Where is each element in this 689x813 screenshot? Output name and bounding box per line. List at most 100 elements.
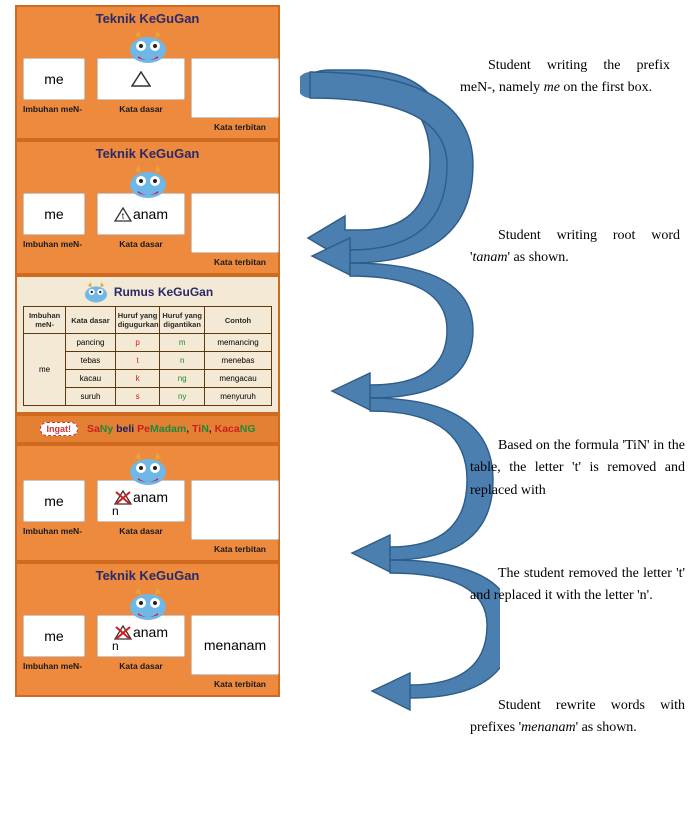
label-prefix: Imbuhan meN-	[23, 526, 82, 536]
d2c: ' as shown.	[508, 250, 569, 265]
label-root: Kata dasar	[119, 104, 162, 114]
prefix-col: me Imbuhan meN-	[23, 193, 85, 249]
monster-icon	[125, 450, 171, 486]
mn-ti: Ti	[192, 423, 201, 435]
cell-kd: suruh	[66, 388, 116, 406]
deriv-box	[191, 58, 279, 118]
triangle-icon: t	[114, 207, 132, 222]
mn-beli: beli	[113, 423, 137, 435]
root-inner: anam	[114, 489, 168, 505]
table-row: me pancing p m memancing	[24, 334, 272, 352]
cell-ct: mengacau	[205, 370, 272, 388]
desc-3: Based on the formula 'TiN' in the table,…	[470, 435, 685, 502]
root-suffix: anam	[133, 206, 168, 222]
boxes-row: me Imbuhan meN- anam n Kata dasar	[23, 480, 272, 540]
desc-4-text: The student removed the letter 't' and r…	[470, 563, 685, 608]
deriv-box	[191, 193, 279, 253]
label-deriv: Kata terbitan	[214, 257, 266, 267]
deriv-box: menanam	[191, 615, 279, 675]
boxes-row: me Imbuhan meN- anam n Kata dasar mena	[23, 615, 272, 675]
root-suffix: anam	[133, 624, 168, 640]
desc-2: Student writing root word 'tanam' as sho…	[470, 225, 680, 270]
deriv-col	[191, 480, 279, 540]
card-title: Teknik KeGuGan	[23, 11, 272, 26]
monster-icon	[125, 28, 171, 64]
d5b: menanam	[521, 720, 575, 735]
mn-sa: Sa	[87, 423, 100, 435]
monster-icon	[125, 585, 171, 621]
prefix-col: me Imbuhan meN-	[23, 58, 85, 114]
th-c1: Imbuhan meN-	[24, 307, 66, 334]
cell-ct: menyuruh	[205, 388, 272, 406]
deriv-box	[191, 480, 279, 540]
monster-icon	[82, 281, 110, 303]
th-c4: Huruf yang digantikan	[160, 307, 205, 334]
tri-letter: t	[122, 211, 125, 221]
card-formula: Rumus KeGuGan Imbuhan meN- Kata dasar Hu…	[15, 275, 280, 414]
root-suffix: anam	[133, 489, 168, 505]
root-inner: anam	[114, 624, 168, 640]
prefix-text: me	[44, 71, 63, 87]
label-deriv: Kata terbitan	[214, 679, 266, 689]
cell-ct: menebas	[205, 352, 272, 370]
deriv-col	[191, 58, 279, 118]
deriv-col: menanam	[191, 615, 279, 675]
label-root: Kata dasar	[119, 661, 162, 671]
th-c3: Huruf yang digugurkan	[115, 307, 160, 334]
mn-m: Madam	[150, 423, 186, 435]
card-step4: me Imbuhan meN- anam n Kata dasar	[15, 444, 280, 562]
label-prefix: Imbuhan meN-	[23, 104, 82, 114]
label-deriv: Kata terbitan	[214, 544, 266, 554]
sub-letter: n	[112, 505, 119, 517]
triangle-crossed-icon	[114, 490, 132, 505]
root-inner: t anam	[114, 206, 168, 222]
prefix-box: me	[23, 58, 85, 100]
boxes-row: me Imbuhan meN- Kata dasar	[23, 58, 272, 118]
prefix-text: me	[44, 206, 63, 222]
mn-ny: Ny	[100, 423, 113, 435]
label-root: Kata dasar	[119, 239, 162, 249]
cell-drop: k	[115, 370, 160, 388]
card-title: Teknik KeGuGan	[23, 146, 272, 161]
cell-drop: s	[115, 388, 160, 406]
prefix-box: me	[23, 480, 85, 522]
label-root: Kata dasar	[119, 526, 162, 536]
table-header-row: Imbuhan meN- Kata dasar Huruf yang digug…	[24, 307, 272, 334]
th-c2: Kata dasar	[66, 307, 116, 334]
root-box	[97, 58, 185, 100]
desc-3-text: Based on the formula 'TiN' in the table,…	[470, 435, 685, 502]
mn-ng: NG	[240, 423, 256, 435]
cell-kd: pancing	[66, 334, 116, 352]
prefix-col: me Imbuhan meN-	[23, 480, 85, 536]
cell-kd: kacau	[66, 370, 116, 388]
prefix-box: me	[23, 615, 85, 657]
root-col: t anam Kata dasar	[97, 193, 185, 249]
prefix-text: me	[44, 628, 63, 644]
d2b: tanam	[473, 250, 508, 265]
formula-title: Rumus KeGuGan	[114, 285, 213, 299]
root-col: anam n Kata dasar	[97, 480, 185, 536]
cell-kd: tebas	[66, 352, 116, 370]
cell-prefix: me	[24, 334, 66, 406]
mn-n: N	[201, 423, 209, 435]
deriv-text: menanam	[204, 637, 266, 653]
card-step5: Teknik KeGuGan me Imbuhan meN- anam n	[15, 562, 280, 697]
mn-pe: Pe	[137, 423, 150, 435]
cell-drop: t	[115, 352, 160, 370]
deriv-col	[191, 193, 279, 253]
formula-table: Imbuhan meN- Kata dasar Huruf yang digug…	[23, 306, 272, 406]
cell-rep: ng	[160, 370, 205, 388]
root-box: t anam	[97, 193, 185, 235]
root-col: Kata dasar	[97, 58, 185, 114]
cell-drop: p	[115, 334, 160, 352]
card-step2: Teknik KeGuGan me Imbuhan meN- t anam	[15, 140, 280, 275]
d1b: me	[544, 80, 560, 95]
triangle-icon	[131, 71, 151, 87]
desc-4: The student removed the letter 't' and r…	[470, 563, 685, 608]
ingat-badge: Ingat!	[40, 422, 79, 436]
prefix-box: me	[23, 193, 85, 235]
desc-5: Student rewrite words with prefixes 'men…	[470, 695, 685, 740]
root-box: anam n	[97, 480, 185, 522]
root-col: anam n Kata dasar	[97, 615, 185, 671]
boxes-row: me Imbuhan meN- t anam Kata dasar	[23, 193, 272, 253]
